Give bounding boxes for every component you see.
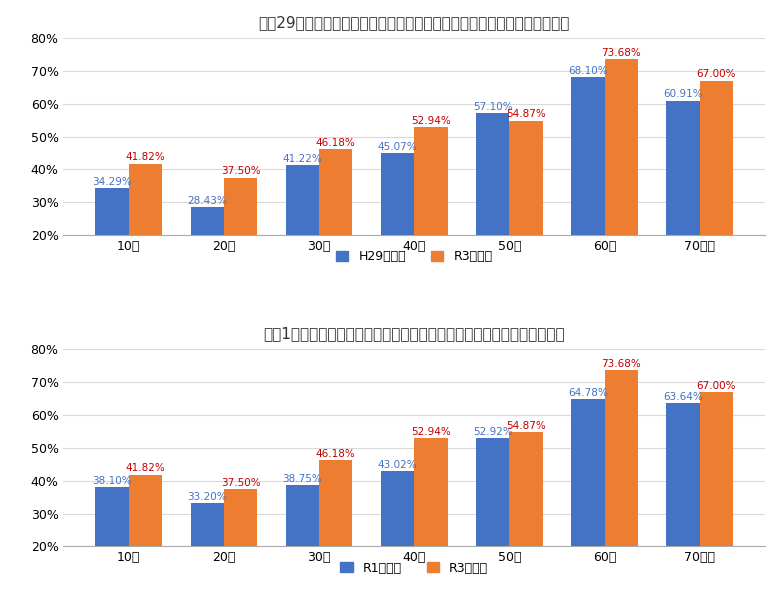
Bar (95, 487, 129, 597)
Text: 60.91%: 60.91% (663, 90, 703, 100)
Text: 52.94%: 52.94% (411, 116, 451, 126)
Text: 34.29%: 34.29% (92, 177, 132, 187)
Text: 41.82%: 41.82% (126, 152, 165, 162)
Bar (190, 208, 224, 301)
Title: 令和1年参院選との投票率の比較（標準的な投票所＝市民体育センター）: 令和1年参院選との投票率の比較（標準的な投票所＝市民体育センター） (264, 327, 565, 341)
Text: 43.02%: 43.02% (378, 460, 417, 469)
Bar (381, 153, 414, 301)
Text: 41.82%: 41.82% (126, 463, 165, 473)
Bar (95, 188, 129, 301)
Text: 33.20%: 33.20% (187, 492, 227, 502)
Bar (476, 113, 509, 301)
Bar (604, 59, 638, 301)
Bar (476, 438, 509, 597)
Text: 38.10%: 38.10% (92, 476, 132, 486)
Text: 45.07%: 45.07% (378, 141, 417, 152)
Text: 52.92%: 52.92% (473, 427, 512, 437)
Text: 37.50%: 37.50% (221, 478, 261, 488)
Text: 63.64%: 63.64% (663, 392, 703, 402)
Bar (700, 392, 733, 597)
Bar (666, 101, 700, 301)
Bar (129, 164, 162, 301)
Bar (509, 432, 543, 597)
Text: 41.22%: 41.22% (282, 154, 322, 164)
Bar (414, 438, 448, 597)
Text: 54.87%: 54.87% (506, 109, 546, 119)
Text: 37.50%: 37.50% (221, 167, 261, 176)
Text: 73.68%: 73.68% (601, 48, 641, 57)
Text: 46.18%: 46.18% (316, 138, 356, 148)
Bar (571, 77, 605, 301)
Legend: R1参院選, R3衆院選: R1参院選, R3衆院選 (335, 556, 494, 580)
Text: 57.10%: 57.10% (473, 102, 512, 112)
Text: 68.10%: 68.10% (568, 66, 608, 76)
Bar (285, 485, 319, 597)
Bar (190, 503, 224, 597)
Bar (285, 165, 319, 301)
Text: 64.78%: 64.78% (568, 388, 608, 398)
Bar (571, 399, 605, 597)
Bar (224, 178, 257, 301)
Legend: H29衆院選, R3衆院選: H29衆院選, R3衆院選 (331, 245, 498, 268)
Bar (129, 475, 162, 597)
Text: 73.68%: 73.68% (601, 359, 641, 369)
Text: 67.00%: 67.00% (697, 381, 736, 391)
Bar (509, 121, 543, 301)
Bar (319, 460, 353, 597)
Bar (381, 471, 414, 597)
Text: 38.75%: 38.75% (282, 473, 322, 484)
Bar (319, 149, 353, 301)
Text: 46.18%: 46.18% (316, 449, 356, 459)
Bar (666, 403, 700, 597)
Bar (414, 127, 448, 301)
Text: 67.00%: 67.00% (697, 69, 736, 79)
Bar (604, 370, 638, 597)
Text: 28.43%: 28.43% (187, 196, 227, 206)
Bar (224, 489, 257, 597)
Title: 平成29年衆院選との投票率の比較（標準的な投票所＝市民体育センター）: 平成29年衆院選との投票率の比較（標準的な投票所＝市民体育センター） (258, 15, 570, 30)
Text: 54.87%: 54.87% (506, 421, 546, 430)
Bar (700, 81, 733, 301)
Text: 52.94%: 52.94% (411, 427, 451, 437)
